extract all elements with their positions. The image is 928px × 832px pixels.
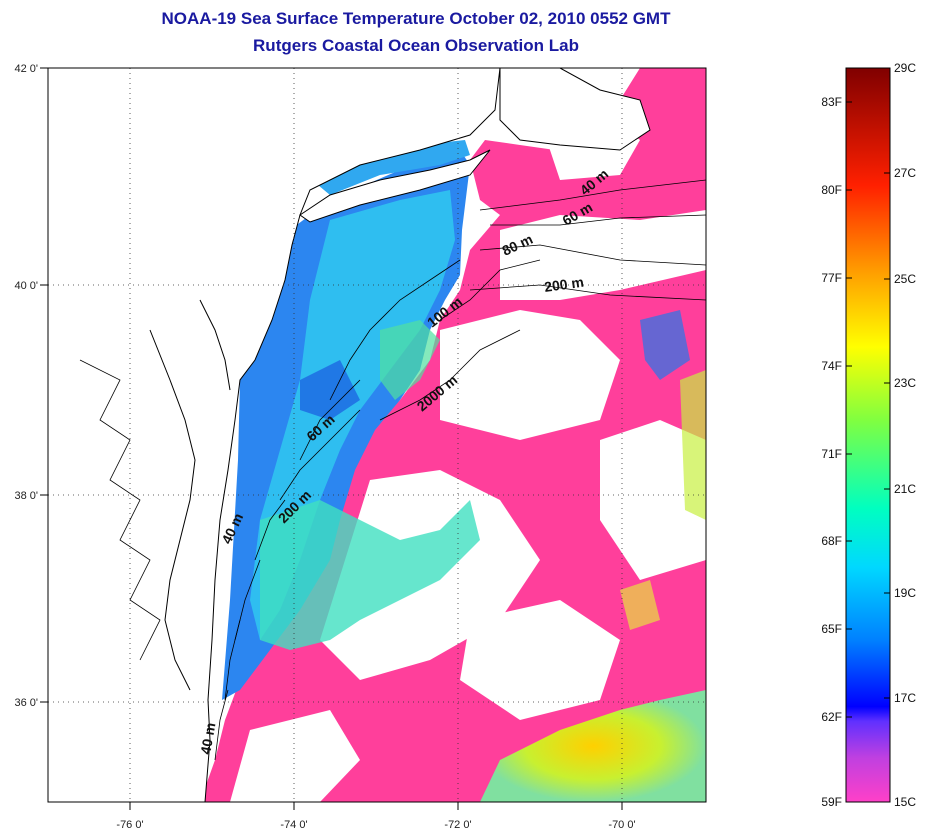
lon-tick-label: -72 0' [444,819,471,831]
colorbar-c-label: 17C [894,691,916,705]
map-title: NOAA-19 Sea Surface Temperature October … [161,9,671,28]
colorbar-f-label: 62F [821,710,842,724]
warm-water-patch [680,370,706,520]
lon-tick-label: -70 0' [608,819,635,831]
lon-tick-label: -76 0' [116,819,143,831]
chesapeake-bay [149,329,196,691]
axis-ticks [40,67,623,810]
lat-tick-label: 38 0' [14,490,38,502]
delaware-bay [199,299,231,391]
colorbar-c-label: 21C [894,482,916,496]
colorbar-c-label: 19C [894,586,916,600]
sst-green-patch [380,320,440,400]
clear-patch [460,600,620,720]
colorbar-f-label: 68F [821,534,842,548]
long-island-sound-sst [318,140,470,195]
map-subtitle: Rutgers Coastal Ocean Observation Lab [253,36,579,55]
bathymetry-contours [214,179,706,761]
long-island [299,149,491,223]
clear-patch [230,710,360,802]
colorbar-f-label: 59F [821,795,842,809]
colorbar-ticks [846,101,890,718]
colorbar-f-label: 80F [821,183,842,197]
colorbar-f-label: 74F [821,359,842,373]
clear-patch [440,310,620,440]
clear-patch [500,210,706,300]
contour-label: 40 m [197,721,218,755]
colorbar-c-label: 15C [894,795,916,809]
colorbar-c-label: 25C [894,272,916,286]
sst-green-patch [260,500,480,650]
lat-tick-label: 36 0' [14,697,38,709]
colorbar-f-label: 65F [821,622,842,636]
clear-patch [600,420,706,580]
colorbar-f-label: 77F [821,271,842,285]
land-mainland [48,68,501,802]
lon-tick-label: -74 0' [280,819,307,831]
lat-tick-label: 42 0' [14,63,38,75]
blue-eddy [640,310,690,380]
sst-blue-patch [300,360,360,420]
colorbar-f-label: 83F [821,95,842,109]
warm-water-patch [620,580,660,630]
colorbar-c-label: 29C [894,61,916,75]
colorbar [845,67,891,803]
coastline-detail [79,359,161,661]
colorbar-c-label: 27C [894,166,916,180]
colorbar-c-label: 23C [894,376,916,390]
colorbar-f-label: 71F [821,447,842,461]
cape-cod [499,68,651,151]
warm-water-patch [480,690,706,802]
lat-tick-label: 40 0' [14,280,38,292]
contour-label: 200 m [543,274,585,295]
map-image: 40 m 60 m 80 m 200 m 100 m 2000 m 60 m 2… [48,68,706,802]
